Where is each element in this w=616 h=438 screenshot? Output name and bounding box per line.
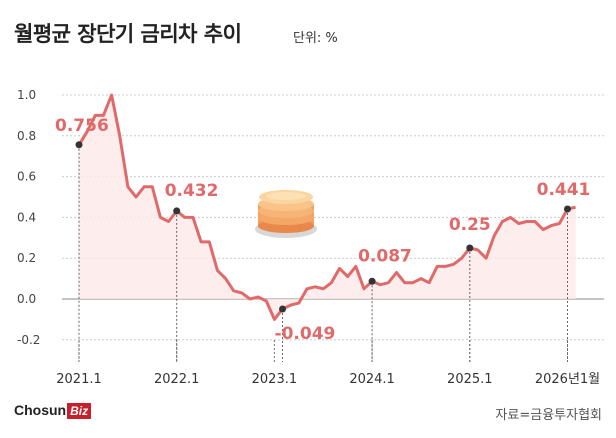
source-note: 자료=금융투자협회 — [495, 408, 602, 423]
annotation-marker — [466, 244, 474, 252]
y-tick-label: 0.2 — [17, 251, 36, 265]
chosunbiz-logo: Chosun Biz — [14, 402, 92, 419]
y-tick-label: 0.8 — [17, 129, 36, 143]
annotation-marker — [368, 277, 376, 285]
y-tick-label: 0.0 — [17, 292, 36, 306]
chart-title: 월평균 장단기 금리차 추이 — [14, 22, 242, 46]
x-tick-label: 2022.1 — [154, 372, 200, 387]
data-label: 0.432 — [165, 181, 219, 201]
logo-accent-text: Biz — [67, 403, 92, 419]
y-axis: 1.0 0.8 0.6 0.4 0.2 0.0 -0.2 — [17, 88, 40, 347]
x-tick-label: 2024.1 — [349, 372, 395, 387]
x-tick-label: 2026년1월 — [535, 372, 600, 387]
x-tick-label: 2023.1 — [252, 372, 298, 387]
annotations: 0.756 0.432 -0.049 0.087 0.25 0.441 — [55, 116, 590, 362]
annotation-marker — [173, 207, 181, 215]
annotation-marker — [564, 205, 571, 213]
x-axis: 2021.1 2022.1 2023.1 2024.1 2025.1 2026년1월 — [56, 340, 600, 387]
data-label: -0.049 — [275, 324, 336, 344]
data-label: 0.25 — [449, 215, 491, 235]
data-label: 0.756 — [55, 116, 109, 136]
y-tick-label: 1.0 — [17, 88, 36, 102]
annotation-marker — [279, 305, 287, 313]
y-tick-label: 0.6 — [17, 170, 36, 184]
data-label: 0.441 — [537, 180, 591, 200]
logo-main-text: Chosun — [14, 402, 67, 418]
y-tick-label: -0.2 — [17, 333, 40, 347]
series-line — [77, 93, 576, 321]
x-tick-label: 2021.1 — [56, 372, 102, 387]
unit-label: 단위: % — [293, 31, 338, 46]
y-tick-label: 0.4 — [17, 210, 36, 224]
area-fill — [79, 95, 576, 320]
data-label: 0.087 — [358, 246, 412, 266]
annotation-marker — [75, 141, 83, 149]
coin-stack-icon — [255, 190, 317, 238]
x-tick-label: 2025.1 — [447, 372, 493, 387]
